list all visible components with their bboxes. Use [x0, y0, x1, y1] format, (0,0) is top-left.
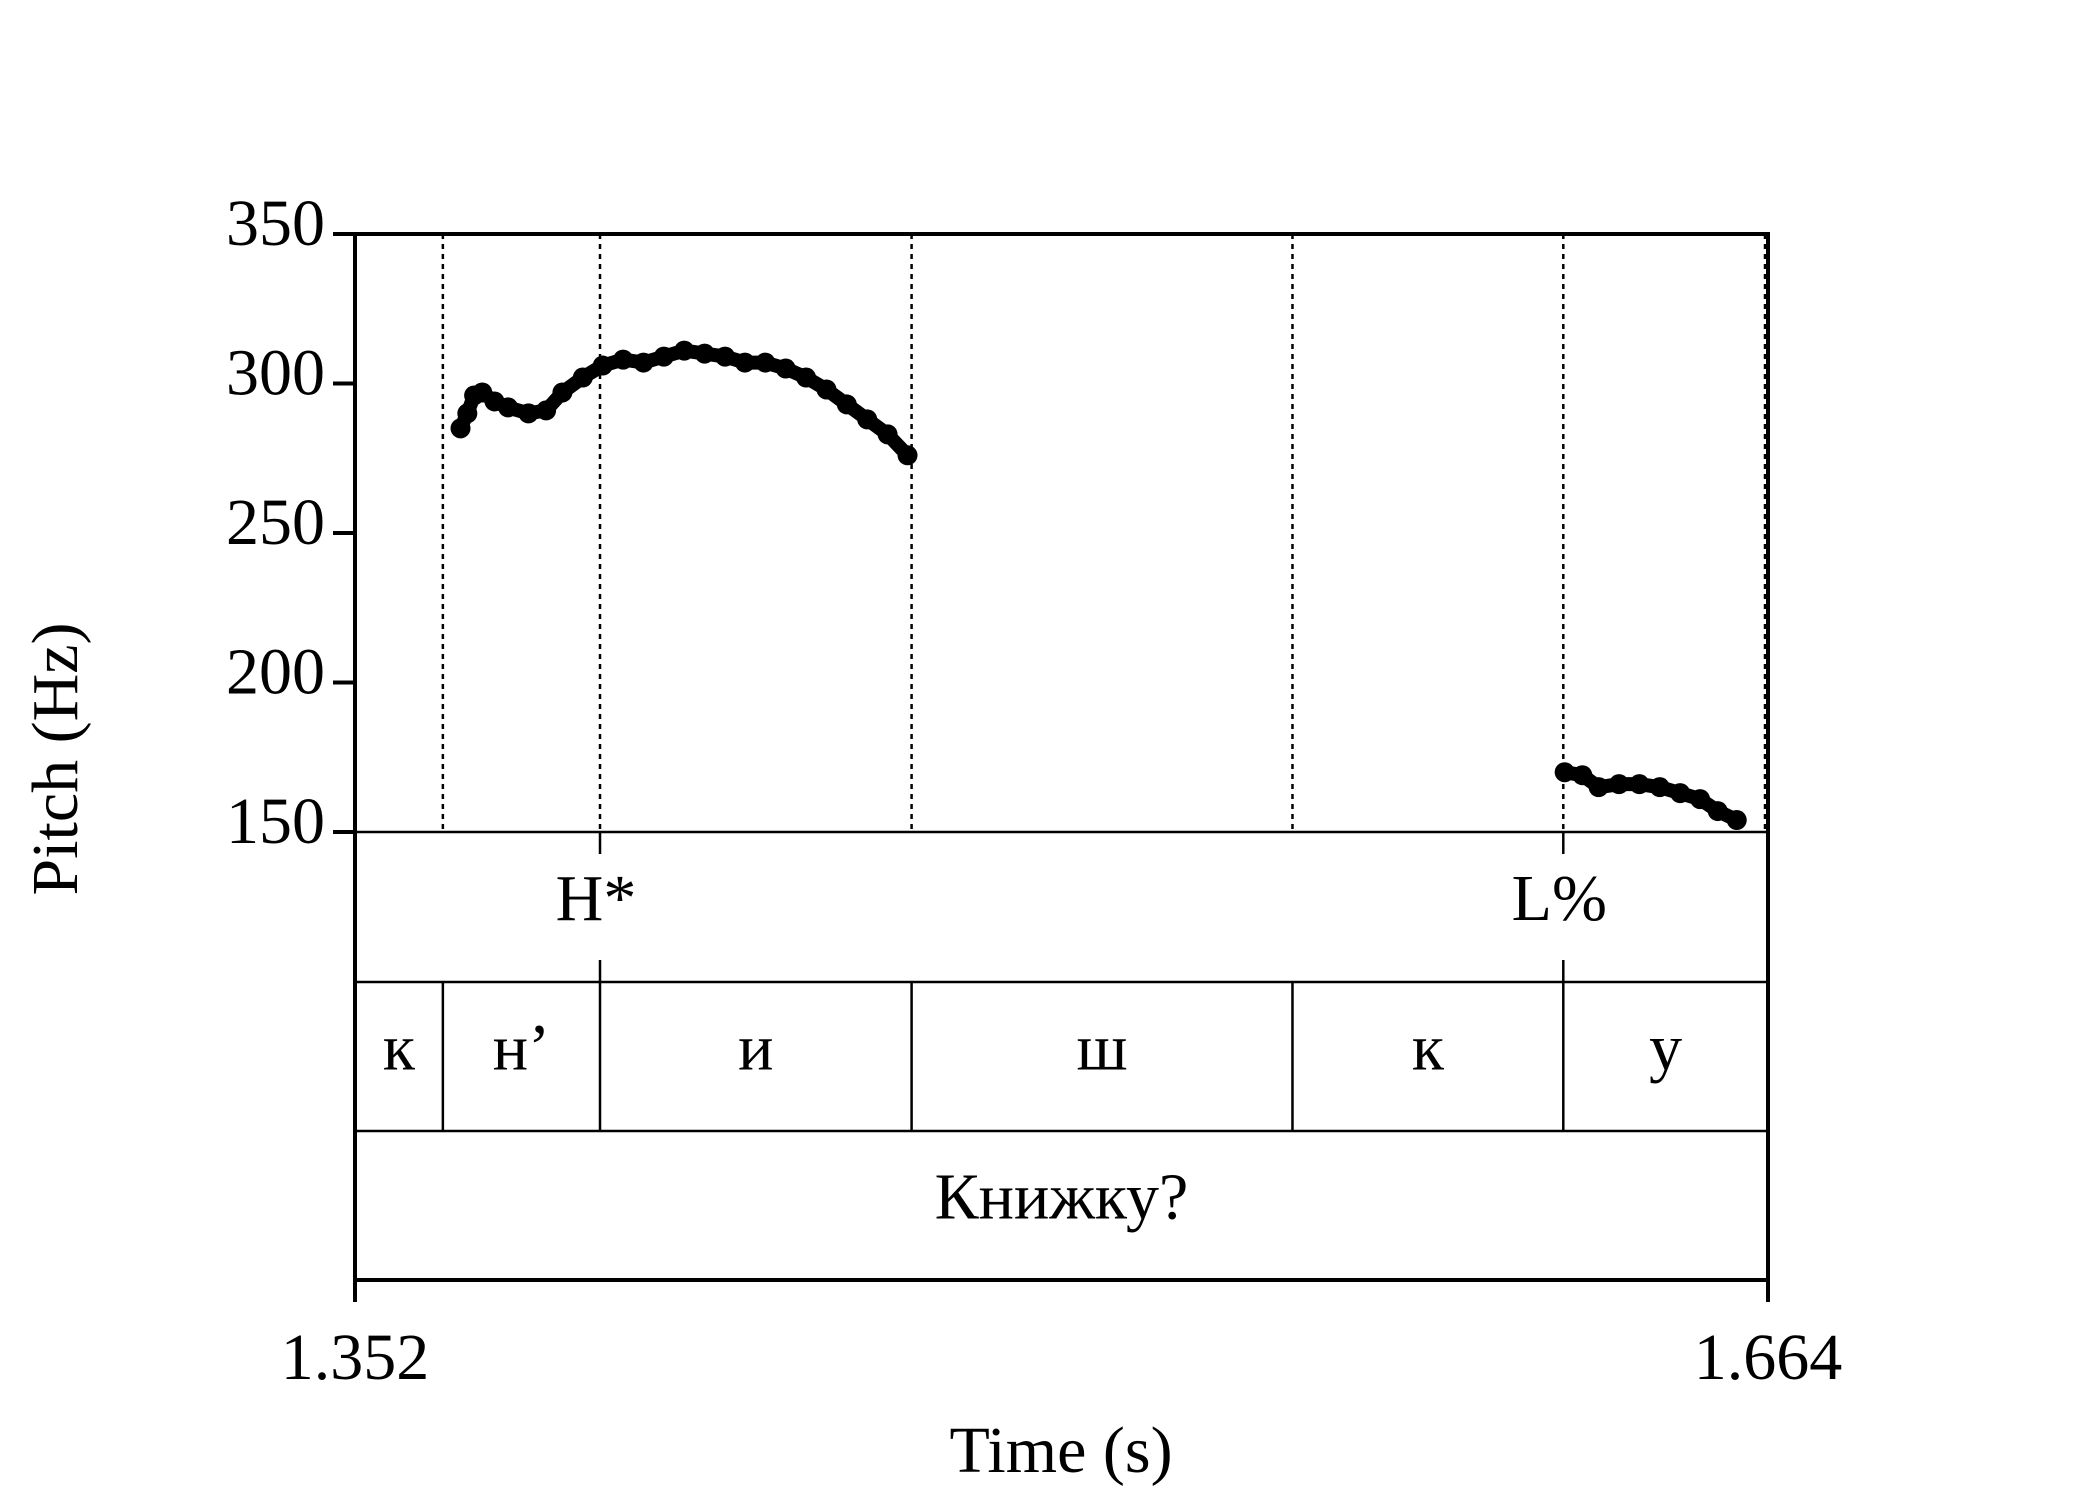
pitch-point	[796, 367, 817, 388]
segment-label: ш	[1077, 1012, 1128, 1085]
pitch-point	[572, 367, 593, 388]
x-axis-label: Time (s)	[949, 1414, 1172, 1487]
pitch-point	[1588, 777, 1609, 798]
pitch-point	[1554, 762, 1575, 783]
pitch-point	[1707, 801, 1728, 822]
pitch-point	[518, 403, 539, 424]
pitch-point	[1572, 765, 1593, 786]
pitch-point	[633, 352, 654, 373]
x-tick-label: 1.352	[281, 1321, 430, 1394]
segment-label: у	[1649, 1012, 1682, 1085]
segment-label: к	[383, 1012, 416, 1085]
pitch-point	[857, 409, 878, 430]
segment-label: к	[1412, 1012, 1445, 1085]
tone-label: H*	[556, 862, 637, 935]
pitch-point	[592, 355, 613, 376]
word-label: Книжку?	[935, 1161, 1189, 1234]
pitch-point	[897, 445, 918, 466]
pitch-point	[1629, 774, 1650, 795]
pitch-point	[653, 346, 674, 367]
segment-label: и	[738, 1012, 773, 1085]
pitch-point	[552, 382, 573, 403]
pitch-point	[816, 379, 837, 400]
pitch-point	[1690, 789, 1711, 810]
y-tick-label: 350	[226, 187, 325, 260]
pitch-point	[1609, 774, 1630, 795]
pitch-point	[775, 358, 796, 379]
pitch-point	[734, 352, 755, 373]
tone-label: L%	[1512, 862, 1607, 935]
x-tick-label: 1.664	[1694, 1321, 1843, 1394]
frame	[353, 232, 1770, 1282]
pitch-point	[836, 394, 857, 415]
pitch-point	[1726, 810, 1747, 831]
pitch-point	[715, 346, 736, 367]
pitch-point	[457, 403, 478, 424]
pitch-point	[498, 397, 519, 418]
pitch-point	[536, 400, 557, 421]
pitch-point	[694, 343, 715, 364]
y-axis-label: Pitch (Hz)	[19, 622, 92, 895]
pitch-line	[1557, 765, 1744, 828]
y-tick-label: 300	[226, 337, 325, 410]
y-tick-label: 250	[226, 486, 325, 559]
pitch-point	[755, 352, 776, 373]
pitch-point	[450, 418, 471, 439]
pitch-point	[613, 349, 634, 370]
y-tick-label: 200	[226, 636, 325, 709]
pitch-point	[877, 424, 898, 445]
pitch-point	[674, 340, 695, 361]
pitch-point	[1670, 783, 1691, 804]
segment-label: н’	[493, 1012, 550, 1085]
y-tick-label: 150	[226, 785, 325, 858]
pitch-point	[1649, 777, 1670, 798]
